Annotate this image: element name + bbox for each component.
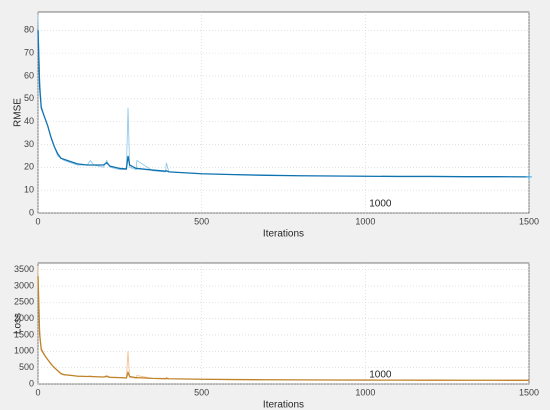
y-tick-label: 40 bbox=[24, 116, 34, 126]
y-tick-label: 500 bbox=[19, 362, 34, 372]
y-tick-label: 30 bbox=[24, 139, 34, 149]
axes: 0 10 20 30 40 50 60 70 80 0 500 1000 1500 Iterations R… bbox=[13, 11, 539, 240]
x-tick-label: 0 bbox=[35, 387, 40, 397]
series-line bbox=[37, 30, 530, 178]
x-tick-label: 1000 bbox=[355, 387, 375, 397]
validation-marker bbox=[526, 173, 532, 180]
plot-area bbox=[37, 262, 530, 385]
plot-area bbox=[37, 11, 530, 214]
y-tick-label: 2500 bbox=[14, 297, 34, 307]
x-tick-label: 1000 bbox=[355, 216, 375, 226]
y-tick-label: 0 bbox=[29, 378, 34, 388]
y-tick-label: 10 bbox=[24, 185, 34, 195]
x-tick-label: 500 bbox=[194, 216, 209, 226]
y-tick-label: 1500 bbox=[14, 329, 34, 339]
y-axis-label: RMSE bbox=[13, 98, 24, 127]
x-tick-label: 0 bbox=[35, 216, 40, 226]
x-tick-label: 1500 bbox=[519, 387, 539, 397]
series-line bbox=[37, 276, 530, 381]
y-tick-label: 3000 bbox=[14, 280, 34, 290]
axes: 0 500 1000 1500 2000 2500 3000 3500 0 500 1000 1500… bbox=[13, 262, 539, 410]
y-tick-label: 50 bbox=[24, 93, 34, 103]
x-axis-label: Iterations bbox=[263, 229, 304, 240]
annotation: 1000 bbox=[369, 199, 392, 210]
y-tick-label: 80 bbox=[24, 25, 34, 35]
x-tick-label: 1500 bbox=[519, 216, 539, 226]
x-tick-label: 500 bbox=[194, 387, 209, 397]
y-tick-label: 2000 bbox=[14, 313, 34, 323]
y-tick-label: 0 bbox=[29, 207, 34, 217]
y-tick-label: 70 bbox=[24, 47, 34, 57]
y-tick-label: 20 bbox=[24, 162, 34, 172]
x-axis-label: Iterations bbox=[263, 400, 304, 410]
y-tick-label: 60 bbox=[24, 70, 34, 80]
y-tick-label: 3500 bbox=[14, 264, 34, 274]
y-axis-label: Loss bbox=[13, 313, 24, 334]
y-tick-label: 1000 bbox=[14, 346, 34, 356]
annotation: 1000 bbox=[369, 370, 392, 381]
